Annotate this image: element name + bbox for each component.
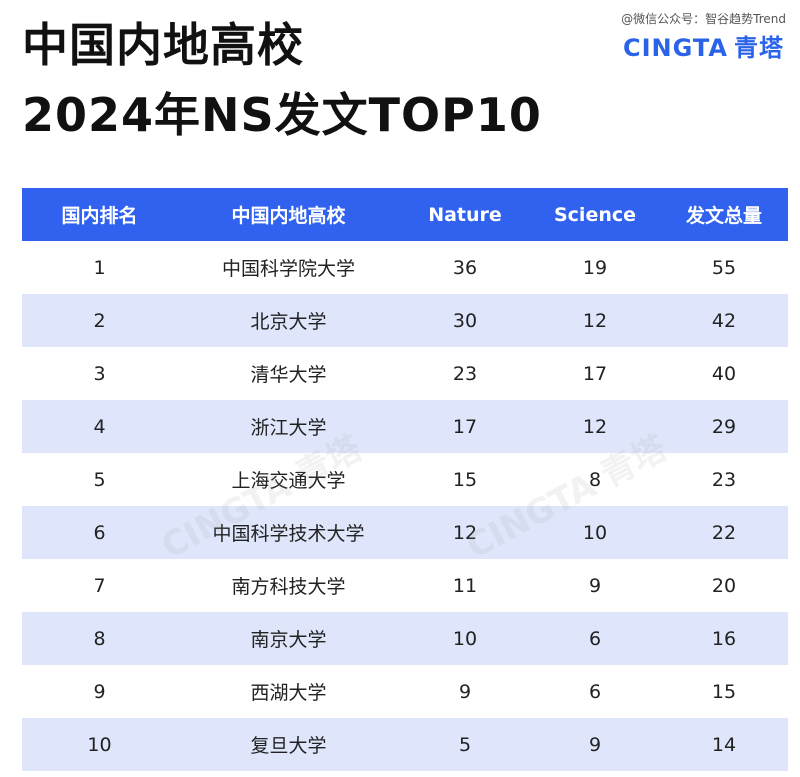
cell-nature: 17 [400,400,530,453]
page-title-line2: 2024年NS发文TOP10 [22,88,542,142]
cell-science: 6 [530,612,660,665]
table-row: 9 西湖大学 9 6 15 [22,665,788,718]
brand-latin: CINGTA [623,34,728,62]
table-row: 3 清华大学 23 17 40 [22,347,788,400]
cell-total: 15 [711,680,737,703]
cell-rank: 7 [93,574,106,597]
cell-rank: 8 [22,612,177,665]
cell-science: 12 [530,400,660,453]
cell-university: 南方科技大学 [231,576,346,598]
cell-total: 22 [660,506,788,559]
cell-university: 中国科学院大学 [221,258,355,280]
cell-science: 19 [582,256,608,279]
table-body: 1 中国科学院大学 36 19 55 2 北京大学 30 12 42 3 清华大学 23 17 40 4 浙江大… [22,241,788,771]
table-row: 7 南方科技大学 11 9 20 [22,559,788,612]
cell-nature: 12 [400,506,530,559]
cell-nature: 30 [400,294,530,347]
cell-science: 8 [588,468,602,491]
cell-rank: 1 [93,256,106,279]
table-row: 5 上海交通大学 15 8 23 [22,453,788,506]
cell-total: 20 [711,574,737,597]
column-header-rank: 国内排名 [22,188,177,241]
cell-total: 23 [711,468,737,491]
cell-nature: 23 [452,362,478,385]
cell-science: 9 [588,574,602,597]
cell-total: 29 [660,400,788,453]
table-row: 10 复旦大学 5 9 14 [22,718,788,771]
cell-nature: 11 [452,574,478,597]
cell-university: 西湖大学 [250,682,327,704]
column-header-total: 发文总量 [660,188,788,241]
column-header-science: Science [530,188,660,241]
table-row: 1 中国科学院大学 36 19 55 [22,241,788,294]
cell-nature: 9 [458,680,472,703]
column-header-nature: Nature [400,188,530,241]
cell-science: 9 [530,718,660,771]
cell-science: 10 [530,506,660,559]
cell-university: 复旦大学 [177,718,400,771]
column-header-university: 中国内地高校 [177,188,400,241]
cell-total: 14 [660,718,788,771]
cell-nature: 10 [400,612,530,665]
cell-rank: 10 [22,718,177,771]
cell-rank: 5 [93,468,106,491]
cell-university: 清华大学 [250,364,327,386]
cell-science: 17 [582,362,608,385]
cell-nature: 5 [400,718,530,771]
brand-logo: CINGTA 青塔 [623,28,784,63]
cell-science: 12 [530,294,660,347]
cell-nature: 15 [452,468,478,491]
cell-rank: 2 [22,294,177,347]
cell-science: 6 [588,680,602,703]
table-row: 6 中国科学技术大学 12 10 22 [22,506,788,559]
cell-university: 上海交通大学 [231,470,346,492]
ranking-table: 国内排名 中国内地高校 Nature Science 发文总量 1 中国科学院大学 36 19… [22,188,788,771]
header-row: 国内排名 中国内地高校 Nature Science 发文总量 [22,188,788,241]
cell-university: 北京大学 [177,294,400,347]
cell-total: 42 [660,294,788,347]
cell-university: 南京大学 [177,612,400,665]
cell-rank: 9 [93,680,106,703]
cell-total: 16 [660,612,788,665]
cell-total: 55 [711,256,737,279]
cell-nature: 36 [452,256,478,279]
cell-university: 浙江大学 [177,400,400,453]
cell-rank: 3 [93,362,106,385]
cell-rank: 4 [22,400,177,453]
cell-rank: 6 [22,506,177,559]
table-row: 2 北京大学 30 12 42 [22,294,788,347]
page-title-line1: 中国内地高校 [22,18,304,72]
brand-chinese: 青塔 [734,34,784,62]
table-row: 8 南京大学 10 6 16 [22,612,788,665]
source-watermark: @微信公众号：智谷趋势Trend [621,12,786,26]
table-row: 4 浙江大学 17 12 29 [22,400,788,453]
cell-total: 40 [711,362,737,385]
cell-university: 中国科学技术大学 [177,506,400,559]
